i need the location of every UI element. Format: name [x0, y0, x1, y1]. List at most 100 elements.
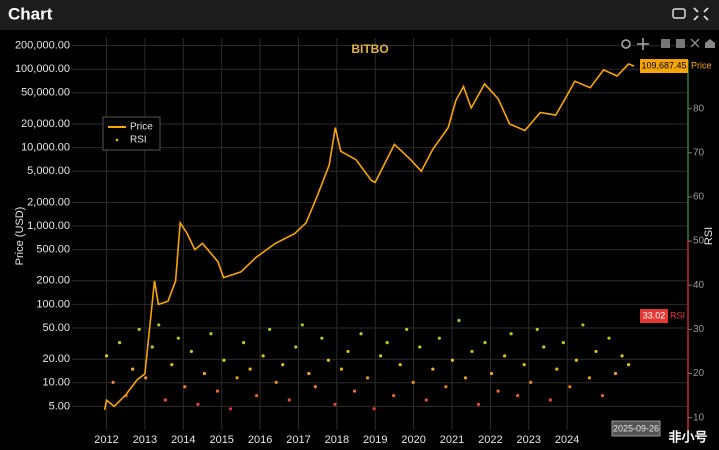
- x-tick-label: 2018: [325, 434, 349, 446]
- rsi-point: [163, 398, 167, 402]
- rsi-point: [496, 389, 500, 393]
- rsi-point: [613, 371, 618, 376]
- price-line: [103, 62, 635, 411]
- rsi-point: [157, 323, 161, 327]
- y-tick-label: 2,000.00: [27, 196, 70, 208]
- zoom-in-icon[interactable]: [661, 39, 670, 48]
- rsi-point: [555, 367, 559, 371]
- x-tick-label: 2023: [517, 434, 541, 446]
- rsi-point: [117, 340, 122, 345]
- x-tick-label: 2021: [440, 434, 464, 446]
- x-tick-label: 2019: [363, 434, 387, 446]
- rsi-point: [529, 380, 533, 384]
- x-tick-label: 2012: [94, 434, 118, 446]
- rsi-point: [418, 345, 422, 349]
- rsi-point: [542, 345, 546, 349]
- y-tick-label: 500.00: [36, 244, 70, 256]
- rsi-point: [476, 402, 481, 406]
- rsi-point: [183, 385, 187, 389]
- y-tick-label: 50,000.00: [21, 87, 70, 99]
- rsi-point: [457, 318, 461, 323]
- x-tick-label: 2024: [555, 434, 579, 446]
- rsi-point: [594, 349, 598, 354]
- y-tick-label: 5.00: [49, 400, 70, 412]
- header-title: Chart: [8, 4, 53, 23]
- y-tick-label: 200,000.00: [15, 40, 70, 52]
- rsi-point: [104, 354, 109, 358]
- x-tick-label: 2015: [209, 434, 233, 446]
- rsi-point: [437, 336, 441, 340]
- rsi-point: [137, 327, 141, 331]
- reset-icon[interactable]: [690, 38, 700, 48]
- watermark: 非小号: [668, 429, 707, 444]
- y-tick-label: 1,000.00: [27, 220, 70, 232]
- legend-label: RSI: [130, 135, 147, 146]
- home-icon[interactable]: [705, 39, 715, 48]
- rsi-point: [568, 385, 572, 389]
- y2-tick-label: 40: [693, 280, 705, 291]
- rsi-point: [620, 354, 624, 358]
- rsi-point: [320, 336, 324, 340]
- y-tick-label: 20,000.00: [21, 118, 70, 130]
- rsi-point: [450, 358, 454, 362]
- rsi-point: [222, 358, 226, 362]
- rsi-point: [385, 340, 389, 345]
- rsi-point: [235, 376, 239, 380]
- legend: Price RSI: [102, 116, 161, 151]
- rsi-point: [294, 345, 298, 349]
- zoom-out-icon[interactable]: [676, 39, 685, 48]
- x-tick-label: 2016: [248, 434, 272, 446]
- rsi-point: [150, 345, 154, 349]
- legend-box: [102, 116, 161, 151]
- rsi-point: [274, 380, 278, 384]
- rsi-tag-label: 33.02: [643, 310, 666, 320]
- rsi-point: [483, 340, 487, 345]
- pan-icon[interactable]: [637, 38, 649, 50]
- rsi-point: [574, 358, 578, 362]
- camera-icon[interactable]: [672, 8, 686, 19]
- toolbar: [621, 38, 715, 50]
- rsi-point: [241, 340, 246, 345]
- rsi-point: [392, 393, 396, 398]
- rsi-point: [463, 376, 468, 380]
- rsi-point: [228, 407, 233, 411]
- rsi-point: [359, 332, 363, 336]
- y-tick-label: 100,000.00: [15, 63, 70, 75]
- marks: [103, 62, 635, 411]
- cursor-date-box: [611, 420, 661, 437]
- rsi-tag-name: RSI: [670, 310, 685, 320]
- rsi-point: [587, 376, 592, 380]
- rsi-point: [522, 363, 526, 367]
- rsi-point: [352, 389, 357, 393]
- rsi-point: [268, 327, 272, 331]
- y2-tick-label: 60: [693, 192, 705, 203]
- collapse-icon[interactable]: [693, 7, 709, 21]
- rsi-point: [398, 363, 402, 367]
- rsi-point: [444, 385, 448, 389]
- rsi-point: [111, 380, 115, 384]
- rsi-point: [248, 367, 252, 371]
- x-tick-label: 2014: [171, 434, 195, 446]
- rsi-tag: [640, 309, 668, 324]
- price-tag: [640, 59, 688, 74]
- x-tick-label: 2020: [401, 434, 425, 446]
- rsi-point: [431, 367, 435, 371]
- rsi-point: [516, 393, 520, 398]
- rsi-point: [503, 354, 507, 358]
- y-tick-label: 10.00: [42, 377, 70, 389]
- rsi-point: [626, 363, 631, 367]
- price-tag-label: 109,687.45: [641, 60, 686, 70]
- rsi-point: [600, 393, 605, 398]
- grid: [72, 38, 688, 430]
- rsi-point: [581, 323, 585, 327]
- cursor-date: 2025-09-26: [613, 423, 659, 433]
- rsi-point: [300, 323, 304, 327]
- zoom-icon[interactable]: [621, 39, 631, 49]
- y2-tick-label: 10: [693, 412, 705, 423]
- rsi-point: [535, 327, 539, 331]
- rsi-point: [307, 371, 311, 376]
- rsi-point: [261, 354, 265, 358]
- rsi-point: [333, 402, 337, 406]
- rsi-point: [202, 371, 207, 376]
